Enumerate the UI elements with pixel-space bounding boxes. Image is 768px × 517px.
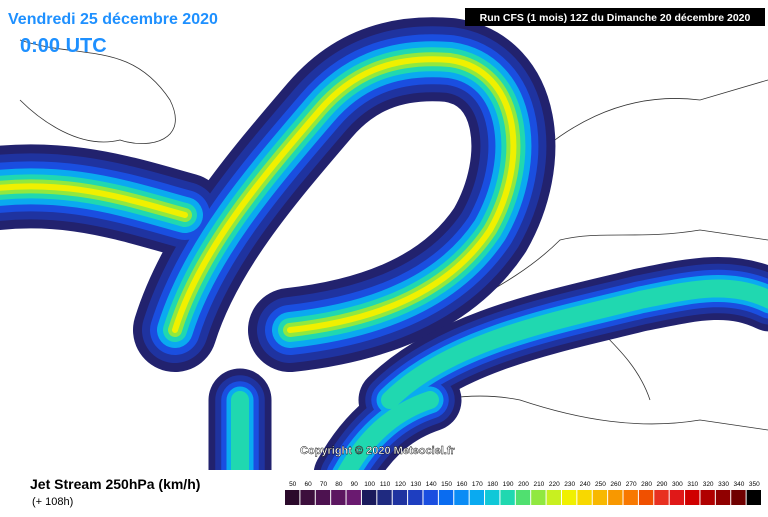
scale-label: 210 <box>533 481 544 488</box>
scale-swatch <box>592 490 608 505</box>
scale-label: 80 <box>335 481 343 488</box>
scale-swatch <box>285 490 300 505</box>
scale-label: 270 <box>626 481 637 488</box>
scale-label: 190 <box>503 481 514 488</box>
jet-band <box>172 56 517 333</box>
scale-label: 170 <box>472 481 483 488</box>
scale-label: 320 <box>703 481 714 488</box>
scale-label: 140 <box>426 481 437 488</box>
scale-swatch <box>746 490 761 505</box>
scale-label: 180 <box>487 481 498 488</box>
scale-swatch <box>669 490 685 505</box>
scale-swatch <box>654 490 669 505</box>
scale-swatch <box>638 490 654 505</box>
scale-label: 240 <box>580 481 591 488</box>
scale-label: 60 <box>304 481 312 488</box>
scale-swatch <box>485 490 500 505</box>
scale-swatch <box>392 490 408 505</box>
scale-label: 300 <box>672 481 683 488</box>
scale-label: 130 <box>410 481 421 488</box>
scale-swatch <box>315 490 331 505</box>
scale-label: 230 <box>564 481 575 488</box>
scale-label: 90 <box>351 481 359 488</box>
scale-swatch <box>423 490 438 505</box>
scale-swatch <box>331 490 346 505</box>
scale-swatch <box>608 490 623 505</box>
scale-label: 100 <box>364 481 375 488</box>
legend-title: Jet Stream 250hPa (km/h) <box>30 476 200 492</box>
scale-swatch <box>561 490 577 505</box>
scale-swatch <box>377 490 392 505</box>
map-date: Vendredi 25 décembre 2020 <box>8 11 218 28</box>
scale-swatch <box>700 490 715 505</box>
scale-label: 290 <box>657 481 668 488</box>
scale-swatch <box>715 490 731 505</box>
scale-swatch <box>500 490 515 505</box>
scale-swatch <box>408 490 423 505</box>
scale-swatch <box>469 490 485 505</box>
scale-label: 70 <box>320 481 328 488</box>
color-scale: 50 60 70 80 90 100 110 120 130 140 150 160 170 180 190… <box>285 481 761 505</box>
map-time: 0:00 UTC <box>20 35 107 57</box>
scale-label: 350 <box>749 481 760 488</box>
scale-swatch <box>515 490 531 505</box>
scale-label: 260 <box>610 481 621 488</box>
scale-swatch <box>531 490 546 505</box>
scale-swatch <box>346 490 361 505</box>
scale-label: 110 <box>380 481 391 488</box>
forecast-lead: (+ 108h) <box>32 496 73 508</box>
scale-label: 120 <box>395 481 406 488</box>
run-label: Run CFS (1 mois) 12Z du Dimanche 20 déce… <box>480 12 751 24</box>
scale-swatch <box>361 490 377 505</box>
scale-label: 330 <box>718 481 729 488</box>
scale-label: 160 <box>457 481 468 488</box>
scale-label: 200 <box>518 481 529 488</box>
scale-swatch <box>546 490 561 505</box>
scale-label: 310 <box>687 481 698 488</box>
scale-label: 150 <box>441 481 452 488</box>
scale-swatch <box>300 490 315 505</box>
scale-swatch <box>731 490 746 505</box>
jet-band <box>336 391 439 484</box>
scale-swatch <box>438 490 454 505</box>
scale-label: 250 <box>595 481 606 488</box>
jet-stream-field <box>0 17 768 507</box>
scale-swatch <box>623 490 638 505</box>
scale-label: 50 <box>289 481 297 488</box>
scale-swatch <box>454 490 469 505</box>
scale-label: 340 <box>733 481 744 488</box>
scale-swatch <box>577 490 592 505</box>
jet-band <box>0 183 188 218</box>
scale-label: 280 <box>641 481 652 488</box>
copyright: Copyright © 2020 Meteociel.fr <box>300 445 456 457</box>
jet-band <box>381 279 768 409</box>
scale-label: 220 <box>549 481 560 488</box>
scale-swatch <box>685 490 700 505</box>
run-label-box <box>465 8 765 26</box>
